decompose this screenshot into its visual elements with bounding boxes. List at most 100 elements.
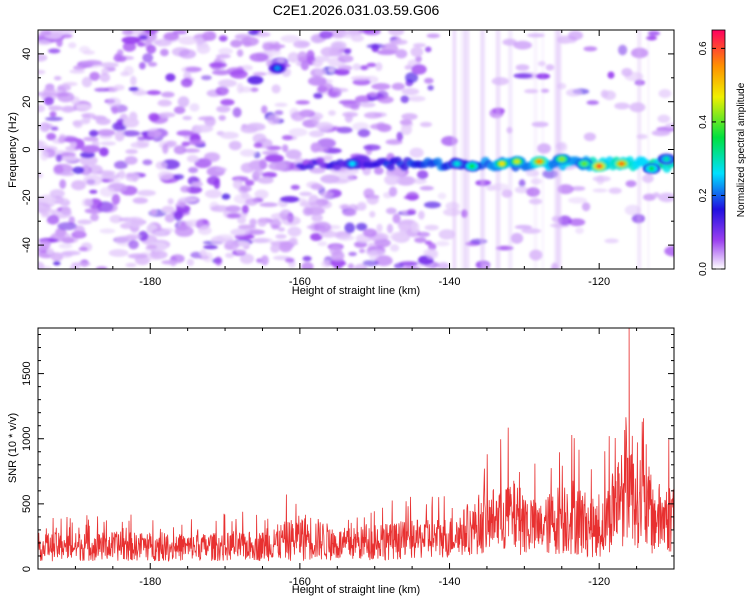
noise-streak bbox=[508, 30, 513, 269]
noise-blob bbox=[293, 40, 310, 49]
x-tick-label: -160 bbox=[289, 576, 311, 588]
noise-blob bbox=[161, 260, 179, 265]
noise-blob bbox=[72, 166, 84, 174]
noise-blob bbox=[97, 129, 116, 137]
noise-blob bbox=[57, 84, 71, 92]
noise-blob bbox=[122, 41, 136, 52]
y-tick-label: -40 bbox=[21, 237, 33, 253]
noise-blob bbox=[106, 97, 121, 108]
noise-blob bbox=[302, 206, 314, 216]
noise-blob bbox=[424, 46, 432, 53]
noise-blob bbox=[513, 73, 533, 79]
x-tick-label: -120 bbox=[588, 576, 610, 588]
noise-blob bbox=[405, 72, 419, 83]
noise-blob bbox=[270, 243, 280, 253]
noise-blob bbox=[295, 100, 310, 105]
noise-blob bbox=[264, 154, 284, 163]
noise-blob bbox=[127, 253, 148, 259]
noise-blob bbox=[240, 64, 253, 71]
noise-blob bbox=[124, 156, 138, 165]
noise-blob bbox=[269, 44, 286, 49]
noise-blob bbox=[278, 242, 293, 253]
noise-blob bbox=[228, 140, 242, 151]
noise-blob bbox=[147, 241, 168, 252]
noise-blob bbox=[357, 201, 367, 211]
noise-blob bbox=[201, 75, 212, 81]
noise-blob bbox=[203, 152, 221, 163]
y-tick-label: 500 bbox=[21, 495, 33, 513]
noise-blob bbox=[125, 262, 137, 268]
noise-blob bbox=[53, 163, 73, 175]
noise-streak bbox=[557, 30, 562, 269]
noise-blob bbox=[79, 118, 91, 125]
noise-blob bbox=[118, 169, 126, 180]
noise-blob bbox=[366, 43, 386, 49]
signal-blob bbox=[386, 163, 396, 171]
noise-blob bbox=[61, 206, 72, 216]
noise-blob bbox=[191, 181, 203, 187]
noise-blob bbox=[290, 184, 300, 190]
noise-blob bbox=[419, 121, 433, 128]
colorbar-tick-label: 0.2 bbox=[698, 188, 709, 202]
noise-blob bbox=[39, 122, 51, 133]
snr-panel: -180 -160 -140 -120 0 500 1000 1500 Height of s… bbox=[7, 327, 675, 596]
noise-blob bbox=[210, 205, 230, 213]
noise-blob bbox=[280, 34, 301, 43]
noise-blob bbox=[275, 234, 287, 239]
noise-blob bbox=[239, 149, 256, 157]
noise-blob bbox=[399, 119, 413, 126]
noise-blob bbox=[121, 36, 141, 44]
noise-blob bbox=[181, 141, 190, 147]
noise-blob bbox=[142, 159, 153, 166]
noise-blob bbox=[362, 260, 379, 267]
noise-blob bbox=[586, 100, 599, 105]
noise-blob bbox=[311, 213, 323, 222]
snr-frame bbox=[37, 327, 675, 570]
noise-blob bbox=[604, 238, 619, 244]
noise-blob bbox=[247, 30, 259, 36]
noise-blob bbox=[218, 115, 226, 121]
noise-blob bbox=[261, 150, 279, 155]
noise-blob bbox=[94, 87, 110, 92]
noise-blob bbox=[68, 42, 77, 49]
noise-blob bbox=[99, 62, 119, 68]
snr-series-line bbox=[38, 328, 674, 562]
noise-blob bbox=[389, 39, 408, 45]
noise-blob bbox=[396, 131, 404, 141]
noise-blob bbox=[178, 49, 197, 59]
noise-blob bbox=[95, 266, 108, 269]
noise-blob bbox=[177, 96, 190, 108]
colorbar-ticks: 0.0 0.2 0.4 0.6 bbox=[698, 41, 725, 276]
noise-blob bbox=[400, 124, 412, 136]
noise-blob bbox=[78, 246, 88, 252]
noise-blob bbox=[218, 35, 228, 42]
noise-blob bbox=[624, 204, 641, 216]
signal-blob bbox=[298, 164, 308, 171]
noise-blob bbox=[147, 129, 162, 138]
noise-blob bbox=[185, 66, 202, 72]
signal-blob bbox=[315, 157, 325, 164]
noise-blob bbox=[366, 62, 377, 68]
noise-blob bbox=[363, 30, 381, 36]
noise-blob bbox=[515, 64, 530, 71]
y-tick-label: 1500 bbox=[21, 361, 33, 385]
noise-blob bbox=[324, 154, 334, 159]
noise-blob bbox=[320, 174, 340, 184]
noise-blob bbox=[317, 241, 328, 247]
noise-blob bbox=[334, 174, 355, 183]
noise-blob bbox=[437, 192, 447, 200]
x-tick-label: -160 bbox=[289, 276, 311, 288]
noise-blob bbox=[417, 231, 431, 238]
noise-blob bbox=[388, 186, 398, 197]
noise-blob bbox=[163, 32, 180, 41]
noise-blob bbox=[518, 179, 526, 188]
noise-blob bbox=[267, 114, 280, 125]
noise-blob bbox=[109, 214, 123, 224]
noise-blob bbox=[116, 118, 125, 126]
noise-blob bbox=[57, 30, 76, 34]
noise-blob bbox=[126, 216, 145, 228]
noise-blob bbox=[53, 76, 62, 81]
colorbar-tick-label: 0.6 bbox=[698, 41, 709, 55]
noise-blob bbox=[290, 111, 306, 122]
spectrogram-xlabel: Height of straight line (km) bbox=[292, 285, 420, 297]
